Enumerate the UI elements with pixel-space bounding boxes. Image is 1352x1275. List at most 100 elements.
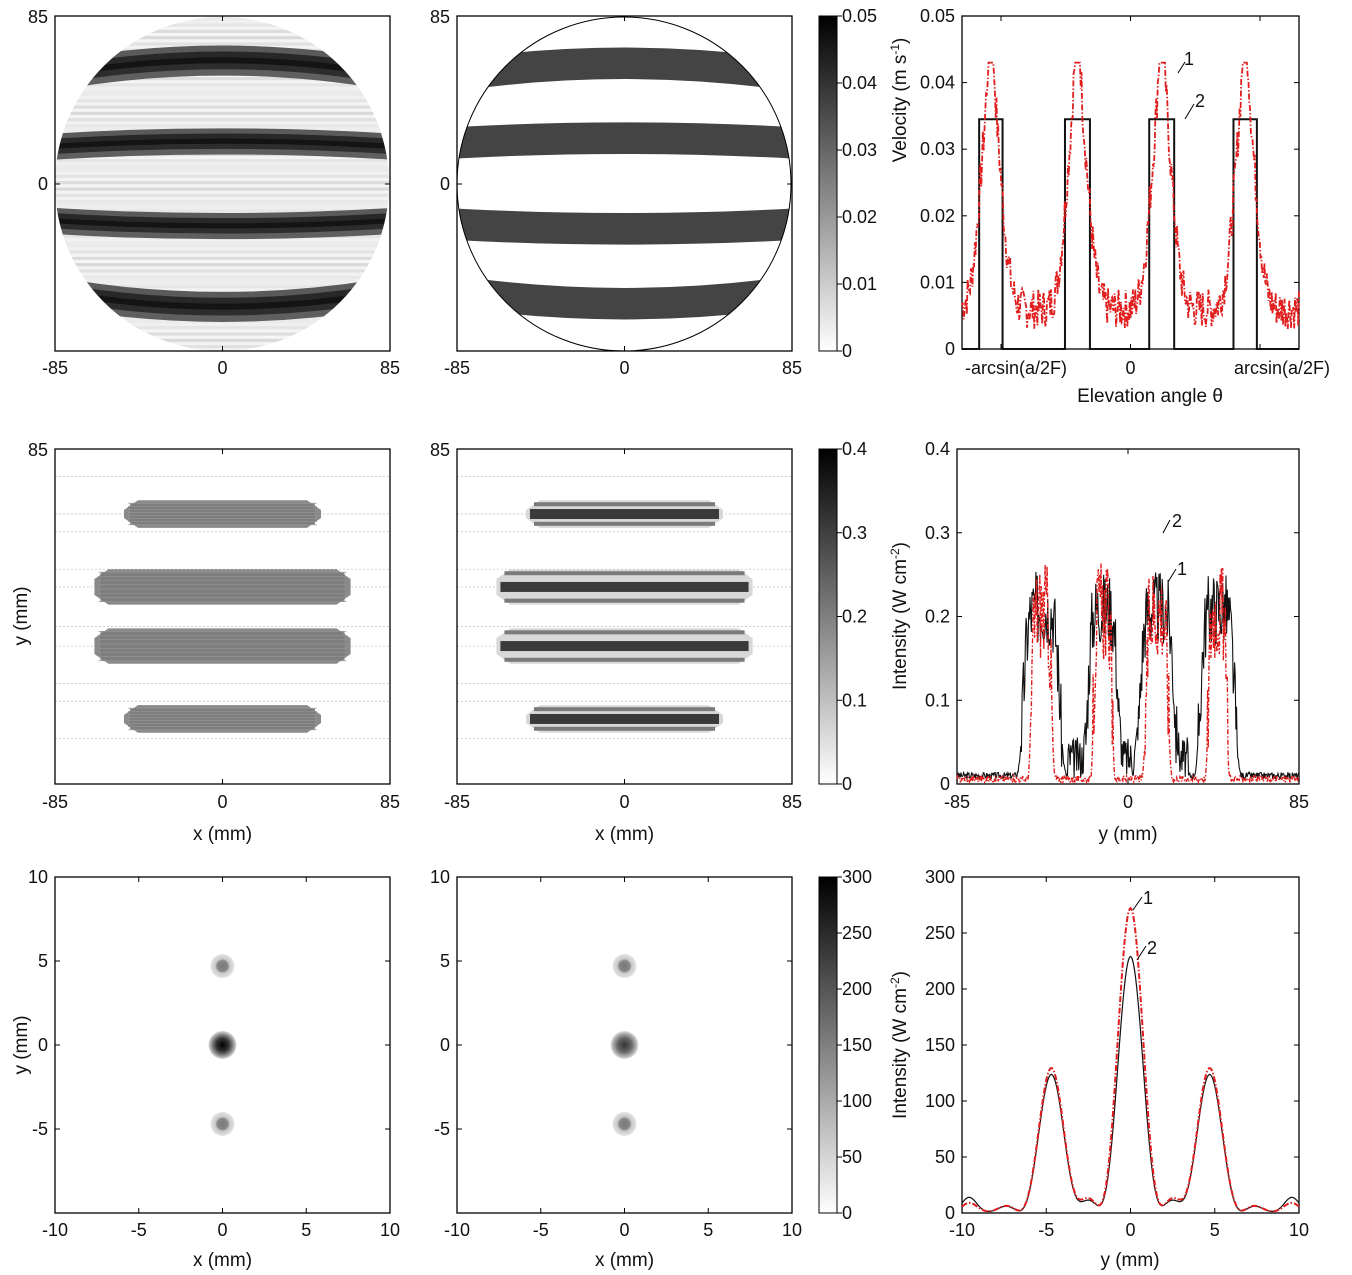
xtick-label: 0 bbox=[217, 1220, 227, 1240]
r1c1-xtick-label: 0 bbox=[217, 358, 227, 378]
r3c3-xlabel: y (mm) bbox=[1100, 1250, 1159, 1271]
xtick-label: 10 bbox=[380, 1220, 400, 1240]
series-1-annotation: 1 bbox=[1143, 888, 1153, 908]
r3c3-xtick-label: -5 bbox=[1038, 1220, 1054, 1240]
colorbar-tick-label: 0.02 bbox=[842, 207, 877, 227]
r1c2-xtick-label: 0 bbox=[619, 358, 629, 378]
series-2-line bbox=[956, 571, 1300, 781]
panel-r1c3-velocity-profile: 1 2 -arcsin(a/2F) 0 arcsin(a/2F) 0 0.01 0.02 0.… bbox=[888, 6, 1330, 407]
r2c3-xtick-label: -85 bbox=[944, 792, 970, 812]
xtick-label: 5 bbox=[301, 1220, 311, 1240]
r2c1-intensity-band bbox=[94, 628, 351, 664]
colorbar-tick-label: 0.4 bbox=[842, 439, 867, 459]
ytick-label: 10 bbox=[28, 867, 48, 887]
r2c3-ytick-label: 0.1 bbox=[925, 690, 950, 710]
xtick-label: 85 bbox=[782, 792, 802, 812]
r3c3-ytick-label: 200 bbox=[925, 979, 955, 999]
r1c1-ytick-label: 0 bbox=[38, 174, 48, 194]
colorbar-tick-label: 100 bbox=[842, 1091, 872, 1111]
focal-spot bbox=[610, 1031, 639, 1059]
xlabel: x (mm) bbox=[595, 824, 654, 845]
panel-r2c1-intensity-map: -85 0 85 85 x (mm) y (mm) bbox=[11, 440, 400, 845]
r3c3-xtick-label: 5 bbox=[1210, 1220, 1220, 1240]
r3c3-ylabel: Intensity (W cm-2) bbox=[888, 971, 911, 1119]
panel-r3c2-focal-map: -10 -5 0 5 10 -5 0 5 10 x (mm) bbox=[430, 867, 802, 1271]
ytick-label: -5 bbox=[32, 1119, 48, 1139]
r1c1-xtick-label: 85 bbox=[380, 358, 400, 378]
colorbar-tick-label: 0 bbox=[842, 1203, 852, 1223]
r2c2-intensity-band bbox=[496, 569, 753, 605]
ylabel: y (mm) bbox=[11, 586, 32, 645]
xtick-label: 85 bbox=[380, 792, 400, 812]
ytick-label: 5 bbox=[440, 951, 450, 971]
r1c2-aperture-pattern bbox=[457, 47, 791, 320]
xlabel: x (mm) bbox=[595, 1250, 654, 1271]
xtick-label: -5 bbox=[533, 1220, 549, 1240]
focal-spot bbox=[210, 954, 235, 979]
r1c1-dark-band bbox=[55, 45, 389, 91]
r1c2-ytick-label: 0 bbox=[440, 174, 450, 194]
r1c2-xtick-label: -85 bbox=[444, 358, 470, 378]
r3c3-ytick-label: 100 bbox=[925, 1091, 955, 1111]
r1c3-ytick-label: 0.04 bbox=[920, 73, 955, 93]
xtick-label: 10 bbox=[782, 1220, 802, 1240]
r2c3-ytick-label: 0 bbox=[940, 774, 950, 794]
panel-r1c2-velocity-map: -85 0 85 0 85 bbox=[430, 7, 802, 378]
r3c3-ytick-label: 250 bbox=[925, 923, 955, 943]
r2c3-xtick-label: 0 bbox=[1123, 792, 1133, 812]
r1c2-element-band bbox=[457, 122, 791, 159]
r3c3-xtick-label: 10 bbox=[1289, 1220, 1309, 1240]
colorbar-tick-label: 150 bbox=[842, 1035, 872, 1055]
xtick-label: -5 bbox=[131, 1220, 147, 1240]
focal-spot bbox=[612, 1111, 637, 1136]
ytick-label: 85 bbox=[28, 440, 48, 460]
r2c2-intensity-band bbox=[525, 500, 724, 528]
xtick-label: 0 bbox=[619, 1220, 629, 1240]
r2c2-intensity-band bbox=[525, 705, 724, 733]
r1c3-ylabel: Velocity (m s-1) bbox=[888, 38, 911, 163]
colorbar-tick-label: 0.04 bbox=[842, 73, 877, 93]
ytick-label: 10 bbox=[430, 867, 450, 887]
series-2-annotation: 2 bbox=[1195, 91, 1205, 111]
series-2-annotation: 2 bbox=[1147, 938, 1157, 958]
series-1-line bbox=[961, 61, 1300, 330]
r3c3-ytick-label: 300 bbox=[925, 867, 955, 887]
colorbar-tick-label: 0.2 bbox=[842, 607, 867, 627]
xtick-label: -10 bbox=[42, 1220, 68, 1240]
colorbar-intensity: 0 0.1 0.2 0.3 0.4 bbox=[818, 439, 867, 794]
r1c2-xtick-label: 85 bbox=[782, 358, 802, 378]
r2c3-xtick-label: 85 bbox=[1289, 792, 1309, 812]
r3c3-xtick-label: -10 bbox=[949, 1220, 975, 1240]
r1c1-aperture-pattern bbox=[55, 17, 389, 351]
colorbar-tick-label: 0.03 bbox=[842, 140, 877, 160]
xlabel: x (mm) bbox=[193, 824, 252, 845]
series-1-line bbox=[961, 906, 1300, 1213]
xtick-label: -85 bbox=[42, 792, 68, 812]
xlabel: x (mm) bbox=[193, 1250, 252, 1271]
r2c1-intensity-band bbox=[94, 569, 351, 605]
colorbar-focal-intensity: 0 50 100 150 200 250 300 bbox=[818, 867, 872, 1223]
panel-r1c1-velocity-map: -85 0 85 0 85 bbox=[28, 7, 400, 378]
series-2-line bbox=[962, 118, 1299, 350]
series-1-line bbox=[956, 563, 1300, 785]
focal-spot bbox=[210, 1111, 235, 1136]
series-1-annotation: 1 bbox=[1184, 49, 1194, 69]
r1c2-element-band bbox=[457, 47, 791, 92]
series-2-annotation: 2 bbox=[1172, 511, 1182, 531]
r2c1-intensity-band bbox=[123, 705, 322, 733]
r1c2-element-band bbox=[457, 275, 791, 320]
panel-r3c1-focal-map: -10 -5 0 5 10 -5 0 5 10 x (mm) y (mm) bbox=[11, 867, 400, 1271]
r1c3-ytick-label: 0.03 bbox=[920, 139, 955, 159]
r1c3-xtick-label: arcsin(a/2F) bbox=[1234, 358, 1330, 378]
colorbar-tick-label: 0.05 bbox=[842, 6, 877, 26]
r1c1-dark-band bbox=[55, 208, 389, 240]
colorbar-tick-label: 50 bbox=[842, 1147, 862, 1167]
colorbar-tick-label: 250 bbox=[842, 923, 872, 943]
colorbar-tick-label: 0 bbox=[842, 774, 852, 794]
r2c3-ytick-label: 0.4 bbox=[925, 439, 950, 459]
colorbar-tick-label: 0.3 bbox=[842, 523, 867, 543]
r3c3-ytick-label: 150 bbox=[925, 1035, 955, 1055]
r1c1-dark-band bbox=[55, 277, 389, 322]
